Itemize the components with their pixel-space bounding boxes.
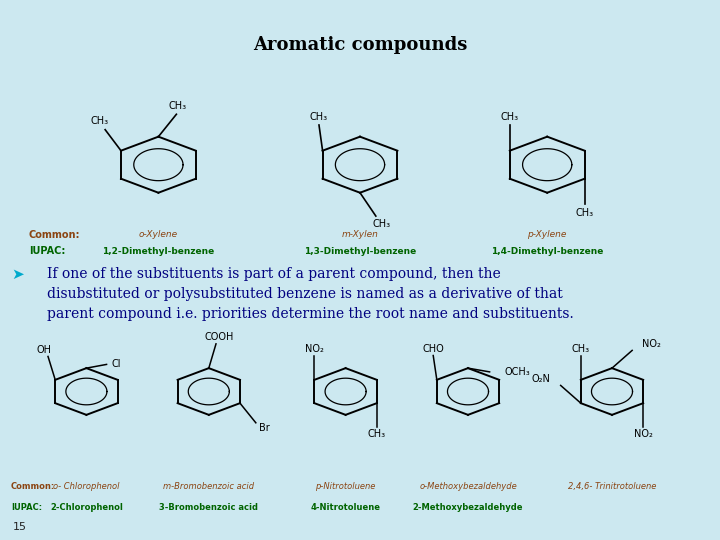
Text: 15: 15 (13, 522, 27, 531)
Text: 4-Nitrotoluene: 4-Nitrotoluene (310, 503, 381, 512)
Text: NO₂: NO₂ (642, 339, 661, 349)
Text: p-Xylene: p-Xylene (528, 231, 567, 239)
Text: If one of the substituents is part of a parent compound, then the
disubstituted : If one of the substituents is part of a … (47, 267, 574, 321)
Text: CH₃: CH₃ (500, 112, 519, 122)
Text: Cl: Cl (112, 360, 122, 369)
Text: 1,3-Dimethyl-benzene: 1,3-Dimethyl-benzene (304, 247, 416, 255)
Text: IUPAC:: IUPAC: (11, 503, 42, 512)
Text: OH: OH (37, 345, 52, 355)
Text: IUPAC:: IUPAC: (29, 246, 66, 256)
Text: p-Nitrotoluene: p-Nitrotoluene (315, 482, 376, 491)
Text: m-Xylen: m-Xylen (341, 231, 379, 239)
Text: o-Methoxybezaldehyde: o-Methoxybezaldehyde (419, 482, 517, 491)
Text: CHO: CHO (423, 343, 444, 354)
Text: m-Bromobenzoic acid: m-Bromobenzoic acid (163, 482, 254, 491)
Text: OCH₃: OCH₃ (504, 367, 530, 377)
Text: 1,2-Dimethyl-benzene: 1,2-Dimethyl-benzene (102, 247, 215, 255)
Text: CH₃: CH₃ (372, 219, 391, 230)
Text: CH₃: CH₃ (575, 208, 594, 218)
Text: Common:: Common: (11, 482, 55, 491)
Text: o-Xylene: o-Xylene (139, 231, 178, 239)
Text: CH₃: CH₃ (90, 116, 109, 126)
Text: 1,4-Dimethyl-benzene: 1,4-Dimethyl-benzene (491, 247, 603, 255)
Text: CH₃: CH₃ (572, 343, 590, 354)
Text: CH₃: CH₃ (368, 429, 386, 440)
Text: Aromatic compounds: Aromatic compounds (253, 36, 467, 55)
Text: ➤: ➤ (11, 267, 24, 282)
Text: 2,4,6- Trinitrotoluene: 2,4,6- Trinitrotoluene (568, 482, 656, 491)
Text: NO₂: NO₂ (305, 343, 324, 354)
Text: 2-Chlorophenol: 2-Chlorophenol (50, 503, 123, 512)
Text: CH₃: CH₃ (168, 101, 187, 111)
Text: Br: Br (259, 423, 270, 434)
Text: Common:: Common: (29, 230, 81, 240)
Text: o- Chlorophenol: o- Chlorophenol (53, 482, 120, 491)
Text: 3-Bromobenzoic acid: 3-Bromobenzoic acid (159, 503, 258, 512)
Text: O₂N: O₂N (531, 374, 551, 384)
Text: 2-Methoxybezaldehyde: 2-Methoxybezaldehyde (413, 503, 523, 512)
Text: COOH: COOH (204, 332, 233, 342)
Text: NO₂: NO₂ (634, 429, 652, 440)
Text: CH₃: CH₃ (310, 112, 328, 122)
